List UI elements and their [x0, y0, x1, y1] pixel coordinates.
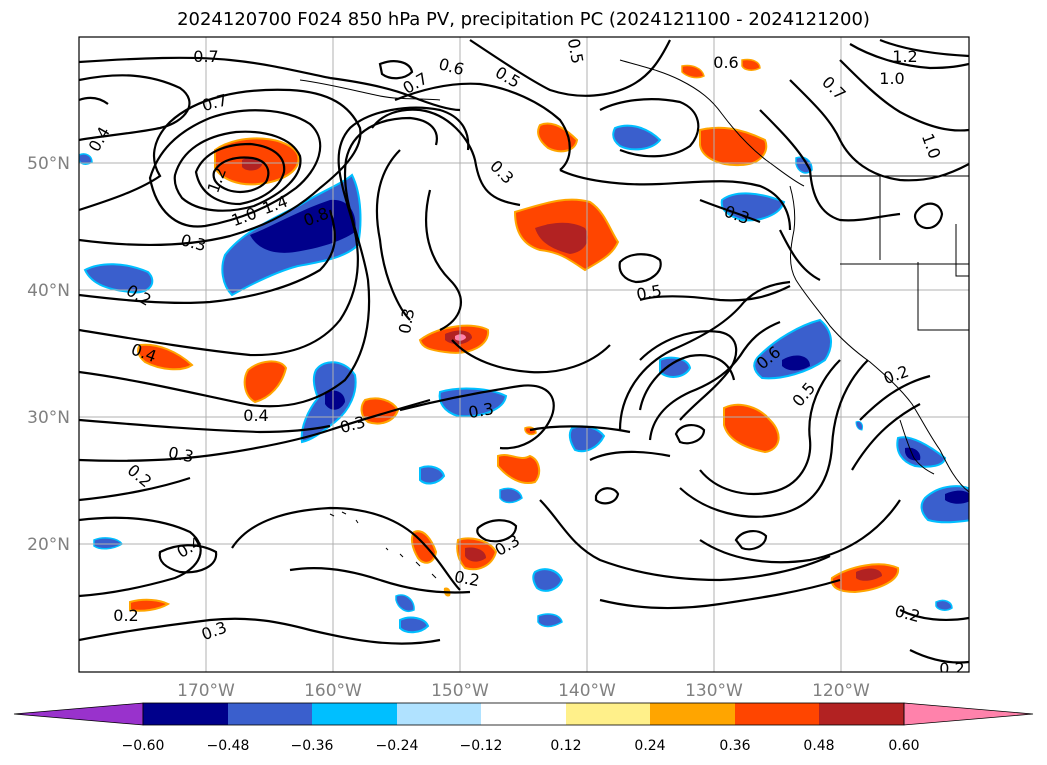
colorbar-segment [143, 703, 228, 725]
contour-label: 1.0 [229, 204, 259, 231]
pv-contours [79, 38, 969, 664]
lat-tick: 30°N [27, 408, 70, 428]
contour-label: 0.4 [85, 123, 114, 155]
colorbar-segment [819, 703, 904, 725]
map-frame [78, 36, 970, 673]
contour-label: 0.5 [564, 37, 587, 65]
longitude-ticks: 170°W 160°W 150°W 140°W 130°W 120°W [177, 681, 870, 701]
colorbar-segment [566, 703, 650, 725]
contour-label: 0.7 [193, 47, 218, 66]
lon-tick: 120°W [812, 681, 870, 701]
contour-label: 0.3 [395, 307, 418, 335]
contour-label: 0.2 [893, 601, 923, 626]
colorbar: −0.60 −0.48 −0.36 −0.24 −0.12 0.12 0.24 … [13, 702, 1034, 754]
negative-precip-shading [79, 124, 969, 634]
colorbar-tick: 0.12 [550, 738, 581, 754]
colorbar-extend-min [13, 702, 144, 726]
lat-tick: 50°N [27, 154, 70, 174]
contour-label: 0.2 [113, 606, 138, 625]
colorbar-segment [481, 703, 566, 725]
map-grid [79, 37, 969, 672]
colorbar-segment [650, 703, 735, 725]
contour-label: 0.3 [486, 156, 517, 187]
lon-tick: 140°W [558, 681, 616, 701]
contour-label: 0.5 [788, 379, 819, 411]
colorbar-segment [312, 703, 397, 725]
colorbar-tick: 0.60 [888, 738, 919, 754]
colorbar-tick: 0.48 [803, 738, 834, 754]
contour-label: 0.4 [243, 406, 268, 425]
colorbar-tick: 0.24 [634, 738, 665, 754]
chart-title: 2024120700 F024 850 hPa PV, precipitatio… [177, 9, 870, 30]
colorbar-tick: −0.24 [376, 738, 419, 754]
contour-label: 1.2 [892, 47, 917, 66]
contour-label: 0.7 [818, 72, 849, 103]
lat-tick: 40°N [27, 281, 70, 301]
contour-label: 0.3 [167, 443, 195, 466]
contour-label: 0.2 [939, 659, 964, 678]
colorbar-extend-max [903, 702, 1034, 726]
lon-tick: 170°W [177, 681, 235, 701]
colorbar-segment [397, 703, 481, 725]
contour-label: 0.6 [713, 53, 738, 72]
map-plot-area: 0.7 0.6 0.5 0.5 0.7 0.6 0.7 1.2 1.0 0.4 … [79, 37, 969, 678]
lon-tick: 160°W [304, 681, 362, 701]
colorbar-tick: 0.36 [719, 738, 750, 754]
contour-label: 1.0 [879, 69, 904, 88]
contour-label: 0.5 [635, 281, 663, 304]
lon-tick: 150°W [431, 681, 489, 701]
contour-label: 0.6 [437, 54, 467, 79]
contour-label: 0.2 [453, 567, 481, 590]
colorbar-tick: −0.60 [122, 738, 165, 754]
colorbar-tick: −0.36 [291, 738, 334, 754]
lon-tick: 130°W [685, 681, 743, 701]
colorbar-segment [735, 703, 819, 725]
contour-label: 0.3 [179, 230, 209, 255]
contour-label: 0.3 [491, 531, 523, 560]
contour-label: 1.0 [918, 131, 945, 161]
colorbar-segment [228, 703, 312, 725]
contour-label: 0.3 [467, 399, 495, 422]
lat-tick: 20°N [27, 535, 70, 555]
coastlines [299, 59, 969, 579]
latitude-ticks: 50°N 40°N 30°N 20°N [27, 154, 70, 555]
colorbar-frame [142, 702, 905, 726]
contour-label: 0.2 [124, 460, 156, 491]
positive-precip-shading [129, 58, 900, 612]
colorbar-tick: −0.12 [460, 738, 503, 754]
colorbar-tick: −0.48 [207, 738, 250, 754]
contour-label: 0.7 [200, 90, 230, 115]
